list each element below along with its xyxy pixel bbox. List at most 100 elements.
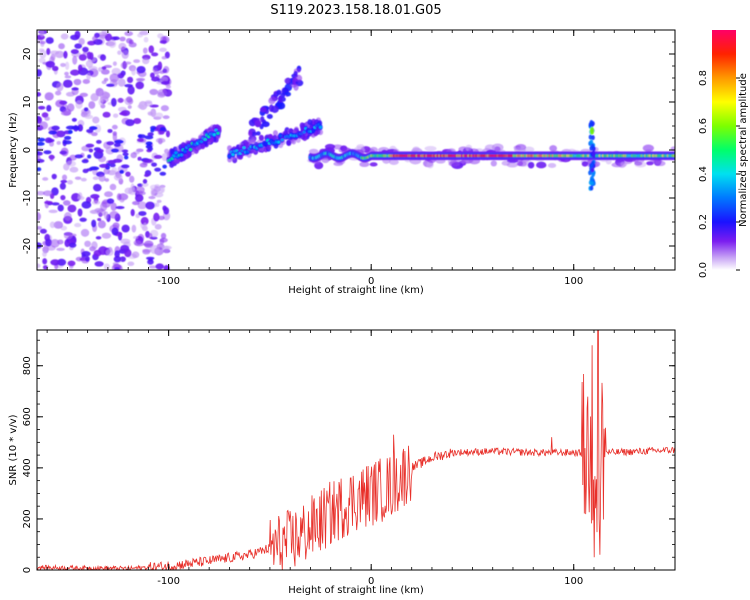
spectrogram-cell [122,152,129,157]
spectrogram-cell [60,110,71,116]
spectrogram-cell [174,151,178,155]
x-tick-label: 100 [564,276,583,287]
spectrogram-cell [45,37,54,44]
spectrogram-cell [110,148,120,153]
spectrogram-cell [42,251,47,257]
spectrogram-cell [160,232,167,240]
spectrogram-cell [130,183,135,192]
spectrogram-x-label: Height of straight line (km) [288,285,424,296]
spectrogram-cell [136,148,144,153]
spectrogram-cell [77,192,83,200]
spectrogram-cell [356,144,365,149]
spectrogram-cell [92,35,98,42]
spectrogram-cell [165,84,171,89]
spectrogram-cell [121,50,129,59]
spectrogram-cell [153,154,163,159]
spectrogram-cell [516,160,524,167]
y-tick-label: 400 [22,458,33,477]
spectrogram-cell [165,130,171,138]
spectrogram-cell [100,202,108,212]
spectrogram-cell [91,219,97,228]
spectrogram-cell [48,209,58,214]
spectrogram-cell [113,173,123,181]
y-tick-label: 200 [22,509,33,528]
spectrogram-cell [80,228,90,237]
spectrogram-cell [67,260,76,267]
spectrogram-cell [114,267,120,270]
spectrogram-cell [42,258,48,265]
spectrogram-cell [73,78,82,86]
spectrogram-cell [588,170,592,176]
spectrogram-cell [142,158,153,163]
spectrogram-cell [109,73,120,83]
spectrogram-cell [130,209,135,217]
spectrogram-cell [56,140,61,145]
spectrogram-cell [60,62,66,67]
spectrogram-cell [45,60,56,68]
spectrogram-cell [46,48,51,55]
spectrogram-cell [148,265,157,269]
spectrogram-cell [44,92,54,101]
snr-y-label: SNR (10 * v/v) [8,414,19,485]
spectrogram-cell [112,36,120,41]
spectrogram-cell [51,65,59,72]
spectrogram-cell [144,101,153,107]
spectrogram-image [37,30,675,270]
spectrogram-cell [162,245,170,254]
spectrogram-cell [97,220,106,229]
spectrogram-cell [71,117,77,122]
spectrogram-cell [106,83,115,87]
spectrogram-cell [87,154,92,159]
spectrogram-cell [77,124,84,132]
spectrogram-cell [89,166,100,171]
spectrogram-cell [133,59,141,64]
spectrogram-cell [254,120,262,128]
spectrogram-cell [39,228,47,234]
spectrogram-cell [64,71,69,76]
spectrogram-cell [264,142,268,146]
y-tick-label: 0 [22,147,33,153]
spectrogram-cell [162,205,167,211]
spectrogram-cell [212,133,216,137]
spectrogram-cell [39,121,49,130]
spectrogram-cell [160,80,170,85]
spectrogram-cell [149,88,159,96]
spectrogram-cell [74,222,82,228]
spectrogram-cell [142,178,148,184]
spectrogram-cell [60,194,66,201]
spectrogram-cell [42,265,48,270]
spectrogram-cell [44,200,53,205]
spectrogram-cell [56,82,64,92]
spectrogram-cell [109,183,117,191]
spectrogram-cell [37,242,42,249]
spectrogram-cell [60,179,68,184]
spectrogram-cell [103,77,109,82]
spectrogram-cell [148,195,156,200]
spectrogram-cell [280,138,284,142]
spectrogram-cell [97,67,103,72]
spectrogram-cell [154,112,164,119]
spectrogram-cell [655,160,666,167]
spectrogram-cell [51,173,57,180]
spectrogram-cell [42,177,49,181]
spectrogram-cell [94,261,104,267]
spectrogram-cell [137,156,142,161]
spectrogram-cell [242,146,246,150]
spectrogram-cell [37,263,41,269]
spectrogram-cell [45,238,52,247]
x-tick-label: -100 [157,276,180,287]
spectrogram-cell [157,215,165,221]
spectrogram-cell [51,202,60,206]
spectrogram-cell [75,100,83,109]
spectrogram-cell [132,235,139,240]
spectrogram-cell [142,249,151,255]
spectrogram-cell [127,85,135,95]
colorbar: 0.0 0.2 0.4 0.6 0.8 Normalized spectral ampl… [698,30,749,278]
spectrogram-cell [64,135,72,140]
spectrogram-cell [43,150,52,155]
spectrogram-cell [42,190,53,197]
spectrogram-cell [590,167,595,173]
spectrogram-cell [123,155,129,160]
y-tick-label: 10 [22,96,33,109]
spectrogram-cell [150,128,155,133]
